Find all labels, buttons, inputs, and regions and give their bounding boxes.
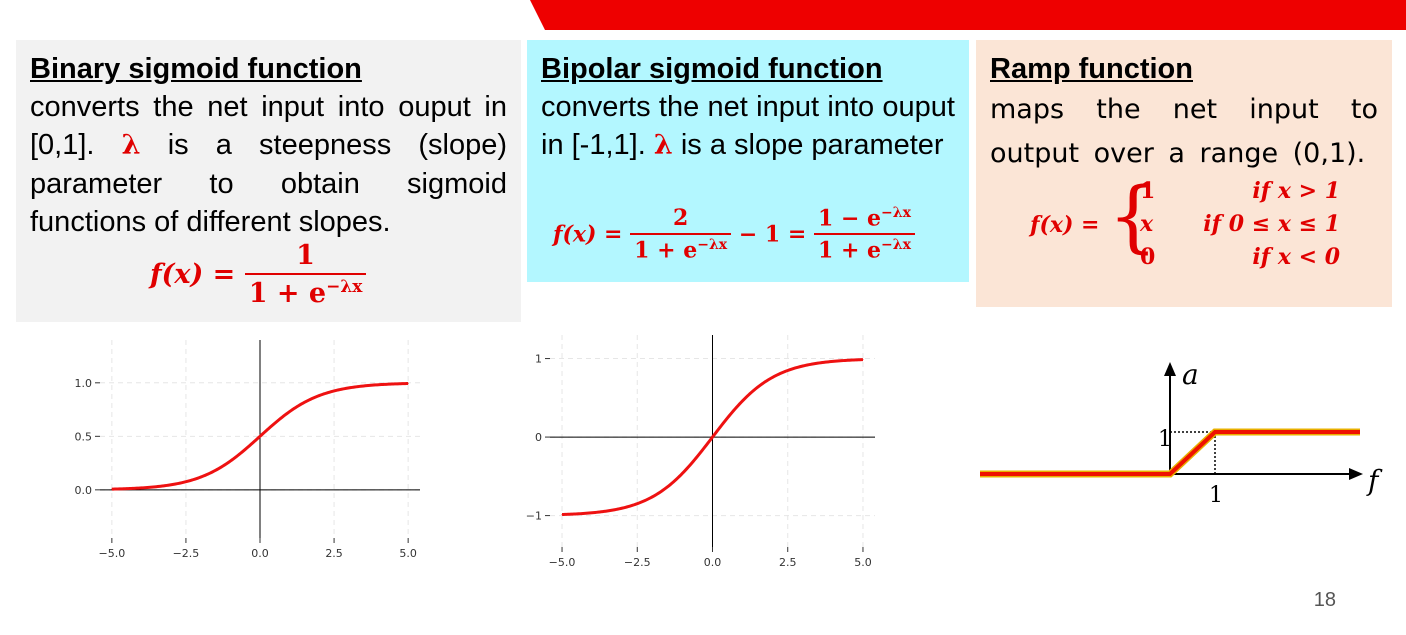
ramp-function-diagram: a f 1 1 (980, 358, 1383, 508)
formula-numerator: 1 (244, 240, 367, 275)
formula-lhs: f(x) = (1030, 212, 1100, 238)
ramp-y-one-label: 1 (1158, 427, 1172, 452)
red-banner (530, 0, 1406, 30)
x-axis-arrow (1349, 468, 1363, 480)
lambda-symbol: λ (121, 130, 141, 161)
lambda-symbol: λ (653, 130, 673, 161)
y-tick-label: 0.0 (75, 484, 93, 497)
x-tick-label: −5.0 (98, 547, 125, 560)
ramp-function-panel: Ramp function maps the net input to outp… (976, 40, 1392, 307)
binary-text-part1: converts the net input into ouput in [0,… (30, 91, 507, 161)
ramp-x-label: f (1366, 464, 1383, 497)
data-point (712, 436, 713, 438)
x-tick-label: 0.0 (704, 556, 722, 569)
bipolar-sigmoid-formula: f(x) = 2 1 + e−λx − 1 = 1 − e−λx 1 + e−λ… (553, 205, 915, 264)
case-value: 0 (1140, 244, 1156, 270)
x-tick-label: 0.0 (251, 547, 269, 560)
page-number: 18 (1313, 589, 1336, 611)
y-tick-label: −1 (526, 510, 542, 523)
binary-sigmoid-title: Binary sigmoid function (30, 53, 362, 85)
x-tick-label: 2.5 (325, 547, 343, 560)
bipolar-sigmoid-title: Bipolar sigmoid function (541, 53, 883, 85)
binary-sigmoid-description: converts the net input into ouput in [0,… (30, 88, 507, 241)
y-tick-label: 1.0 (75, 377, 93, 390)
bipolar-sigmoid-panel: Bipolar sigmoid function converts the ne… (527, 40, 969, 282)
y-axis-arrow (1164, 362, 1176, 376)
formula-denominator-1: 1 + e (634, 237, 698, 264)
formula-exponent-2: −λx (881, 205, 911, 221)
formula-numerator-2: 1 − e (817, 205, 882, 232)
formula-mid: − 1 = (738, 221, 807, 248)
x-tick-label: 5.0 (399, 547, 417, 560)
formula-exponent-3: −λx (881, 237, 911, 254)
data-point (832, 360, 834, 362)
binary-sigmoid-panel: Binary sigmoid function converts the net… (16, 40, 521, 322)
binary-sigmoid-formula: f(x) = 1 1 + e−λx (150, 240, 367, 309)
data-point (348, 387, 350, 389)
data-point (651, 496, 653, 498)
case-value: 1 (1140, 178, 1156, 204)
data-point (259, 435, 261, 437)
x-tick-label: 5.0 (854, 556, 872, 569)
data-point (621, 507, 623, 509)
x-tick-label: −5.0 (549, 556, 576, 569)
data-point (802, 365, 804, 367)
y-tick-label: 1 (535, 353, 542, 366)
data-point (378, 384, 380, 386)
formula-fraction: 1 1 + e−λx (244, 240, 367, 309)
binary-sigmoid-chart: −5.0 −2.5 0.0 2.5 5.0 0.0 0.5 1.0 (75, 340, 420, 560)
x-tick-label: 2.5 (779, 556, 797, 569)
data-point (318, 395, 320, 397)
ramp-y-label: a (1182, 358, 1199, 391)
data-point (140, 487, 142, 489)
x-tick-label: −2.5 (173, 547, 200, 560)
data-point (681, 472, 683, 474)
data-point (289, 411, 291, 413)
formula-fraction-1: 2 1 + e−λx (630, 205, 732, 264)
formula-exponent: −λx (326, 277, 363, 297)
y-tick-label: 0 (535, 431, 542, 444)
case-condition: if x > 1 (1252, 178, 1340, 204)
data-point (561, 514, 563, 516)
formula-denominator: 1 + e (248, 278, 327, 309)
data-point (772, 376, 774, 378)
data-point (407, 383, 409, 385)
data-point (591, 512, 593, 514)
ramp-function-description: maps the net input to output over a rang… (990, 94, 1378, 169)
ramp-curve-inner (980, 430, 1360, 476)
formula-fraction-2: 1 − e−λx 1 + e−λx (813, 205, 915, 264)
case-row: 1 if x > 1 (1140, 178, 1340, 211)
left-brace: { (1108, 172, 1158, 262)
case-value: x (1140, 211, 1154, 237)
x-tick-label: −2.5 (624, 556, 651, 569)
data-point (862, 359, 864, 361)
data-point (200, 476, 202, 478)
bipolar-text-part1: converts the net input into ouput in [-1… (541, 91, 955, 161)
bipolar-text-part2: is a slope parameter (680, 129, 944, 161)
case-row: 0 if x < 0 (1140, 244, 1340, 277)
formula-lhs: f(x) = (150, 259, 236, 290)
data-point (111, 488, 113, 490)
binary-text-part2: is a steepness (slope) parameter to obta… (30, 129, 508, 238)
bipolar-sigmoid-chart: −5.0 −2.5 0.0 2.5 5.0 −1 0 1 (526, 335, 875, 569)
case-condition: if 0 ≤ x ≤ 1 (1203, 211, 1340, 237)
ramp-x-one-label: 1 (1209, 483, 1223, 508)
data-point (170, 484, 172, 486)
formula-numerator-1: 2 (630, 205, 732, 236)
data-point (229, 460, 231, 462)
cases-list: 1 if x > 1 x if 0 ≤ x ≤ 1 0 if x < 0 (1140, 178, 1340, 277)
case-row: x if 0 ≤ x ≤ 1 (1140, 211, 1340, 244)
formula-denominator-2: 1 + e (817, 237, 882, 264)
case-condition: if x < 0 (1252, 244, 1340, 270)
y-tick-label: 0.5 (75, 430, 93, 443)
formula-lhs: f(x) = (553, 221, 623, 248)
ramp-function-title: Ramp function (990, 53, 1193, 85)
data-point (742, 400, 744, 402)
formula-exponent-1: −λx (697, 237, 728, 254)
bipolar-sigmoid-description: converts the net input into ouput in [-1… (541, 88, 955, 165)
